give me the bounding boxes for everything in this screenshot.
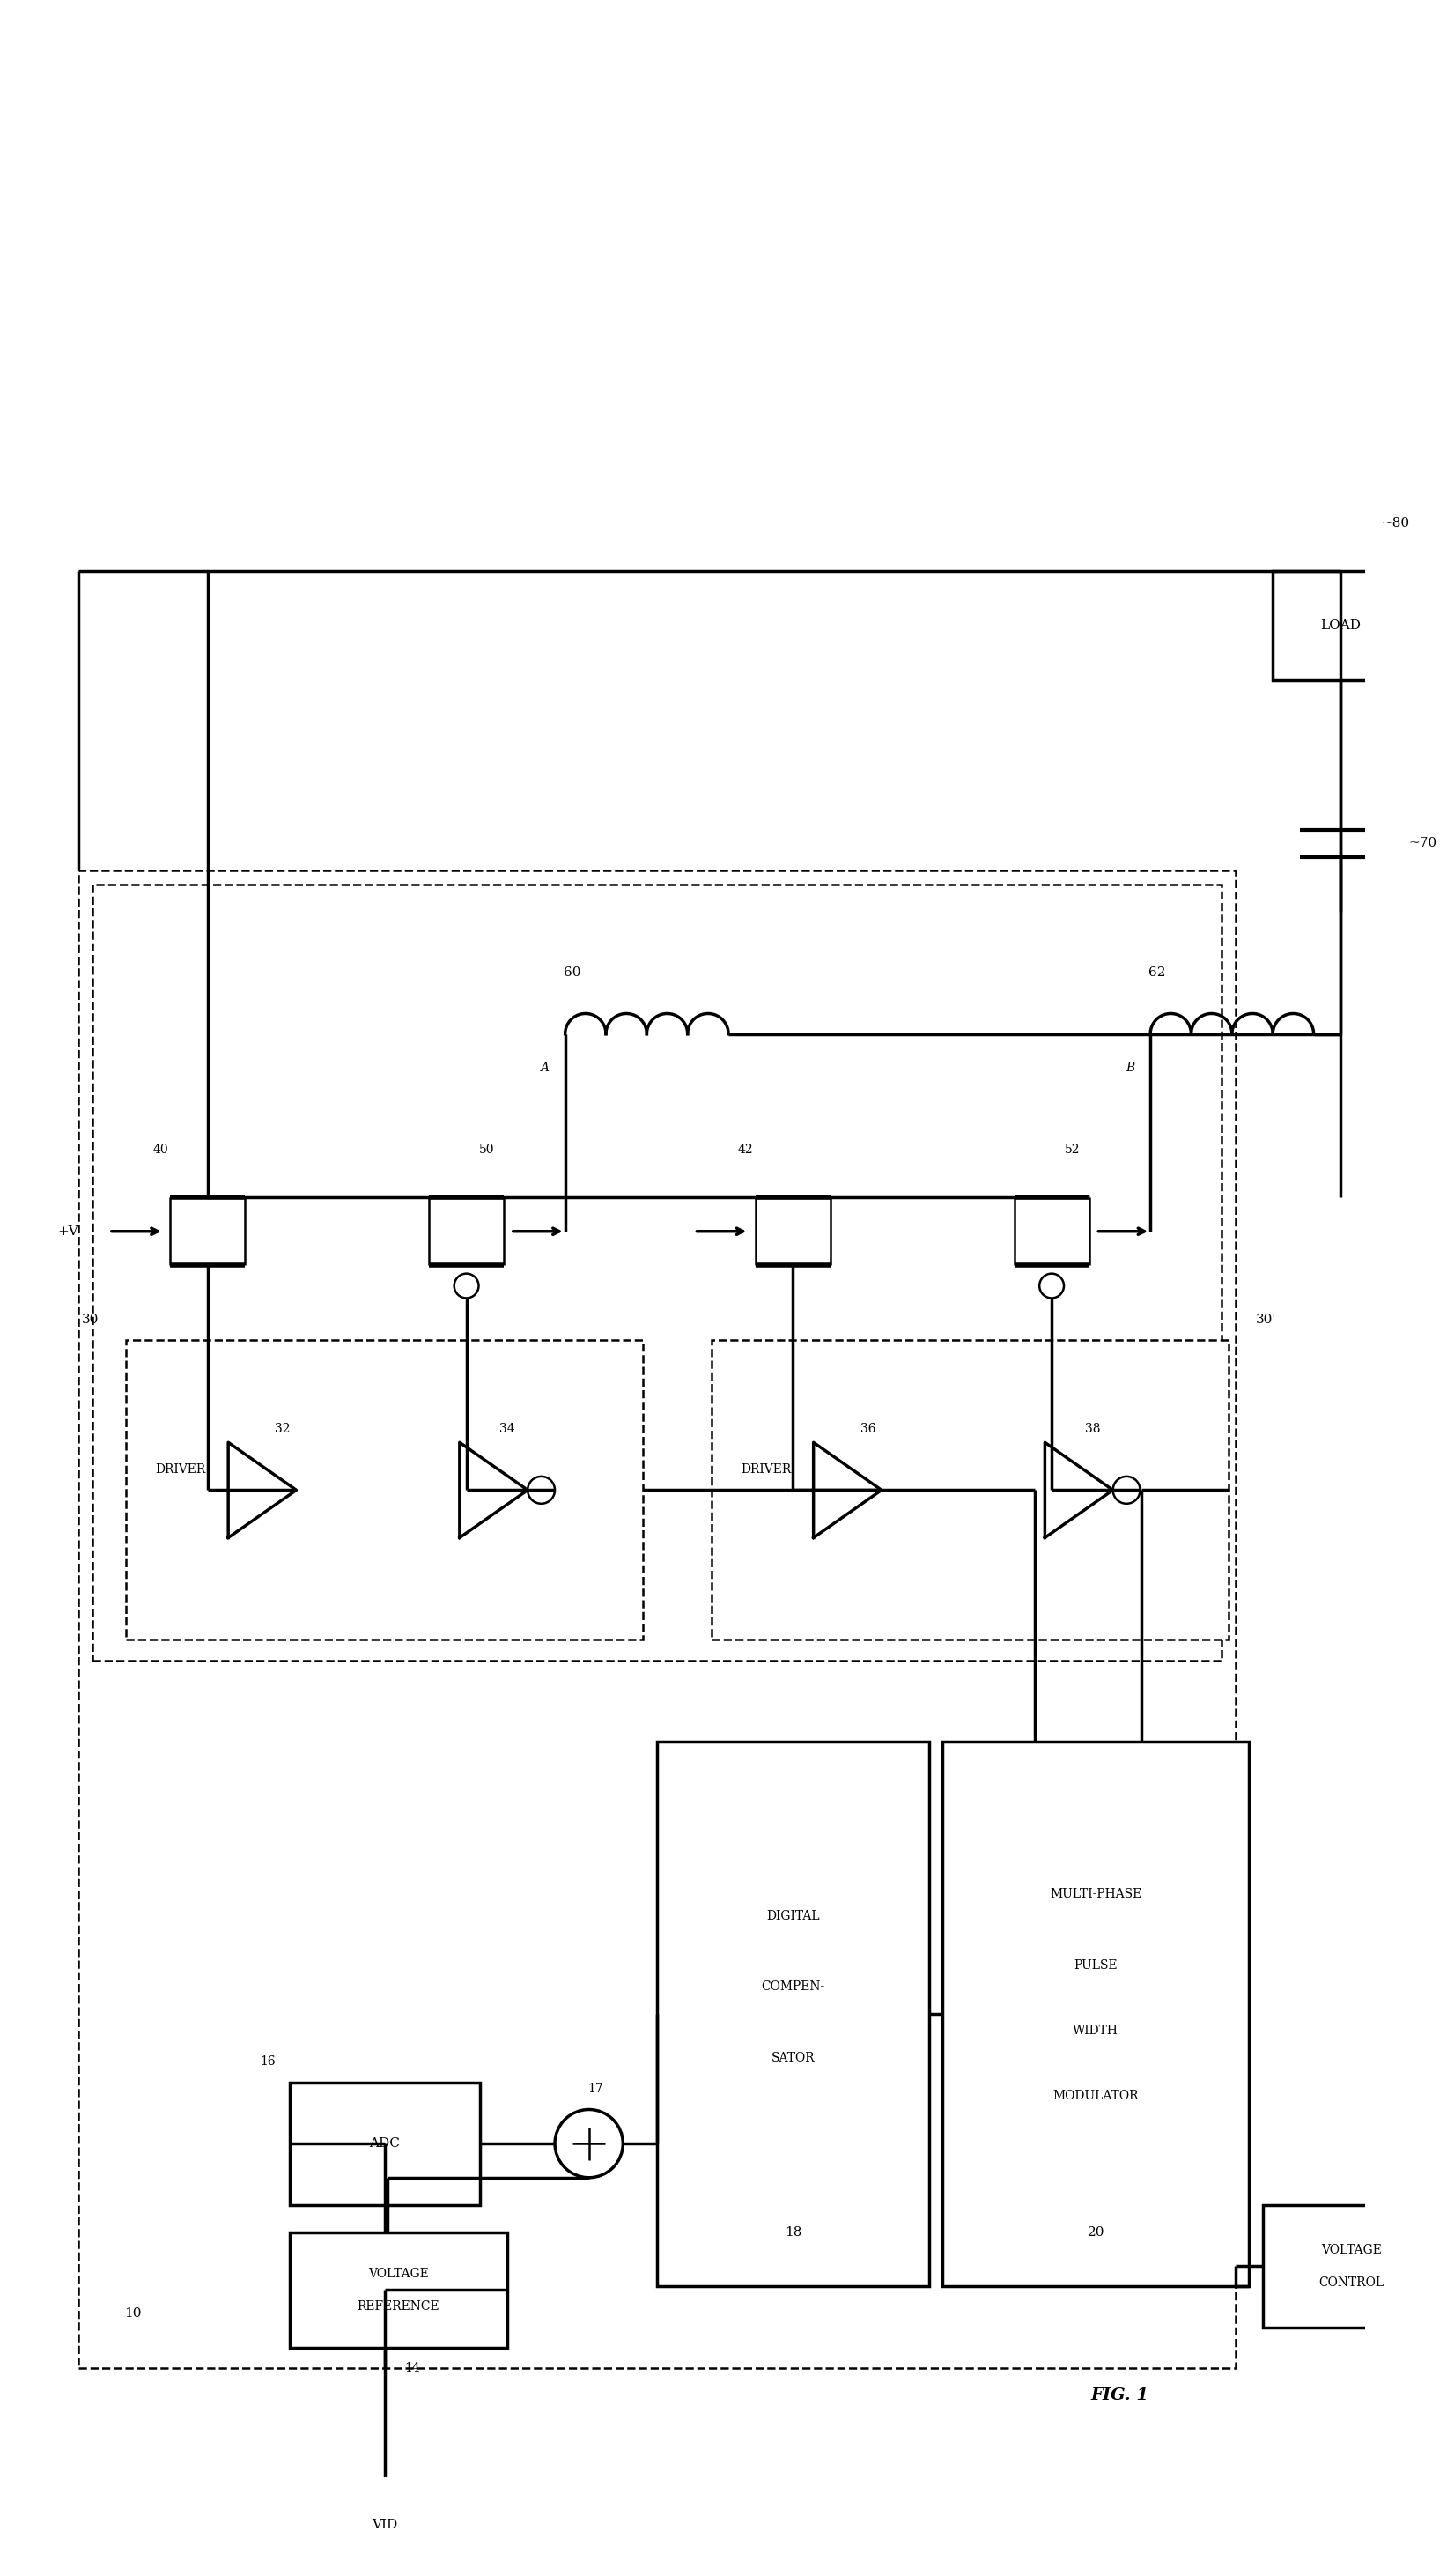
Text: 50: 50 — [479, 1144, 495, 1157]
Text: 14: 14 — [404, 2362, 420, 2375]
Text: B: B — [1126, 1061, 1134, 1074]
Bar — [943, 1741, 1249, 2287]
Bar — [289, 2231, 508, 2347]
Bar — [1263, 2205, 1440, 2326]
Text: 30': 30' — [1256, 1314, 1276, 1327]
Text: 52: 52 — [1065, 1144, 1079, 1157]
Text: 10: 10 — [124, 2308, 142, 2321]
Text: 18: 18 — [784, 2226, 802, 2239]
Text: 34: 34 — [499, 1422, 515, 1435]
Text: PULSE: PULSE — [1074, 1958, 1117, 1971]
Text: +V: +V — [58, 1226, 78, 1236]
Text: VID: VID — [372, 2519, 398, 2532]
Circle shape — [375, 2481, 394, 2501]
Text: 38: 38 — [1085, 1422, 1100, 1435]
Text: VOLTAGE: VOLTAGE — [368, 2267, 428, 2280]
Text: FIG. 1: FIG. 1 — [1091, 2388, 1149, 2403]
Text: 42: 42 — [738, 1144, 754, 1157]
Text: ~80: ~80 — [1382, 518, 1409, 531]
Bar — [1273, 572, 1409, 680]
Text: 16: 16 — [260, 2056, 276, 2069]
Text: ~70: ~70 — [1409, 837, 1437, 850]
Text: WIDTH: WIDTH — [1074, 2025, 1119, 2038]
Text: DRIVER: DRIVER — [741, 1463, 792, 1476]
Bar — [657, 1741, 929, 2287]
Bar — [289, 2081, 480, 2205]
Text: CONTROL: CONTROL — [1318, 2277, 1383, 2287]
Text: 17: 17 — [587, 2084, 603, 2094]
Text: 60: 60 — [563, 966, 580, 979]
Bar — [712, 1340, 1229, 1641]
Text: DRIVER: DRIVER — [155, 1463, 205, 1476]
Text: VOLTAGE: VOLTAGE — [1321, 2244, 1382, 2257]
Text: COMPEN-: COMPEN- — [761, 1981, 825, 1994]
Text: 62: 62 — [1149, 966, 1166, 979]
Text: 20: 20 — [1087, 2226, 1104, 2239]
Text: REFERENCE: REFERENCE — [357, 2300, 440, 2313]
Text: 40: 40 — [152, 1144, 168, 1157]
Text: SATOR: SATOR — [771, 2050, 815, 2063]
Text: MODULATOR: MODULATOR — [1053, 2089, 1139, 2102]
Text: 32: 32 — [275, 1422, 291, 1435]
Text: 36: 36 — [860, 1422, 875, 1435]
Bar — [126, 1340, 644, 1641]
Bar — [93, 884, 1221, 1662]
Bar — [78, 871, 1236, 2367]
Text: A: A — [540, 1061, 548, 1074]
Text: ADC: ADC — [369, 2138, 401, 2151]
Text: DIGITAL: DIGITAL — [767, 1909, 820, 1922]
Text: LOAD: LOAD — [1321, 618, 1362, 631]
Text: 30: 30 — [82, 1314, 98, 1327]
Text: MULTI-PHASE: MULTI-PHASE — [1051, 1888, 1142, 1901]
